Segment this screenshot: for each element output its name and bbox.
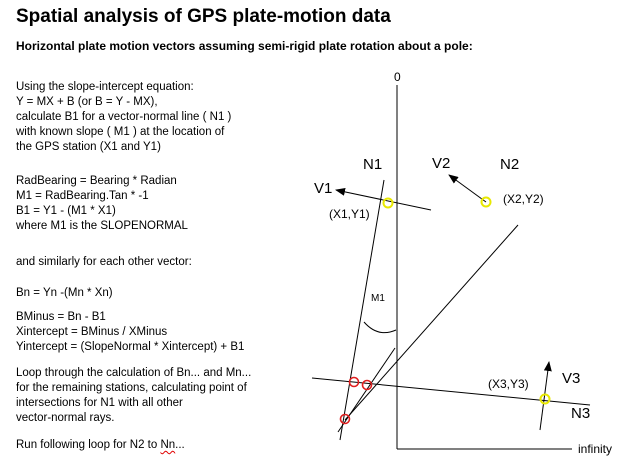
coords-label-2: (X2,Y2) xyxy=(503,192,544,206)
intersection-marker xyxy=(348,376,360,388)
normal-label-n3: N3 xyxy=(571,405,590,422)
station-marker-2 xyxy=(480,196,492,208)
station-marker-1 xyxy=(382,197,394,209)
text-line: Y = MX + B (or B = Y - MX), xyxy=(16,96,158,108)
text-line: calculate B1 for a vector-normal line ( … xyxy=(16,111,232,123)
text-line: Xintercept = BMinus / XMinus xyxy=(16,326,168,338)
text-line: M1 = RadBearing.Tan * -1 xyxy=(16,190,149,202)
text-line: RadBearing = Bearing * Radian xyxy=(16,175,177,187)
text-line: B1 = Y1 - (M1 * X1) xyxy=(16,205,116,217)
vector-v2 xyxy=(448,174,487,203)
text-line: for the remaining stations, calculating … xyxy=(16,382,247,394)
text-line-last: Run following loop for N2 to Nn... xyxy=(16,438,185,452)
text-line: Bn = Yn -(Mn * Xn) xyxy=(16,287,113,299)
x-axis-label: infinity xyxy=(578,442,612,456)
text-line-prefix: Run following loop for N2 to xyxy=(16,439,161,451)
text-line: intersections for N1 with all other xyxy=(16,397,183,409)
text-line: with known slope ( M1 ) at the location … xyxy=(16,126,225,138)
vector-label-v2: V2 xyxy=(432,155,450,172)
text-line: Loop through the calculation of Bn... an… xyxy=(16,367,252,379)
text-line: and similarly for each other vector: xyxy=(16,256,192,268)
text-line: the GPS station (X1 and Y1) xyxy=(16,141,161,153)
normal-line-n1 xyxy=(339,179,385,441)
normal-line-n2 xyxy=(344,224,519,421)
page-subtitle: Horizontal plate motion vectors assuming… xyxy=(16,39,473,53)
normal-label-n2: N2 xyxy=(500,156,519,173)
page-title: Spatial analysis of GPS plate-motion dat… xyxy=(16,6,391,27)
coords-label-1: (X1,Y1) xyxy=(329,207,370,221)
text-line: Yintercept = (SlopeNormal * Xintercept) … xyxy=(16,341,245,353)
angle-label: M1 xyxy=(371,293,385,304)
vector-v3 xyxy=(539,361,552,431)
angle-arc-m1 xyxy=(363,321,397,334)
vector-label-v3: V3 xyxy=(562,370,580,387)
coords-label-3: (X3,Y3) xyxy=(488,377,529,391)
station-marker-3 xyxy=(539,393,551,405)
normal-label-n1: N1 xyxy=(363,156,382,173)
y-axis-label: 0 xyxy=(394,70,401,84)
text-line: BMinus = Bn - B1 xyxy=(16,311,106,323)
spellcheck-word: Nn xyxy=(160,439,176,451)
intersection-marker xyxy=(339,413,351,425)
vector-label-v1: V1 xyxy=(314,180,332,197)
intersection-marker xyxy=(361,379,373,391)
text-line: vector-normal rays. xyxy=(16,412,115,424)
text-line-suffix: ... xyxy=(175,439,185,451)
text-line: where M1 is the SLOPENORMAL xyxy=(16,220,188,232)
text-line: Using the slope-intercept equation: xyxy=(16,81,194,93)
